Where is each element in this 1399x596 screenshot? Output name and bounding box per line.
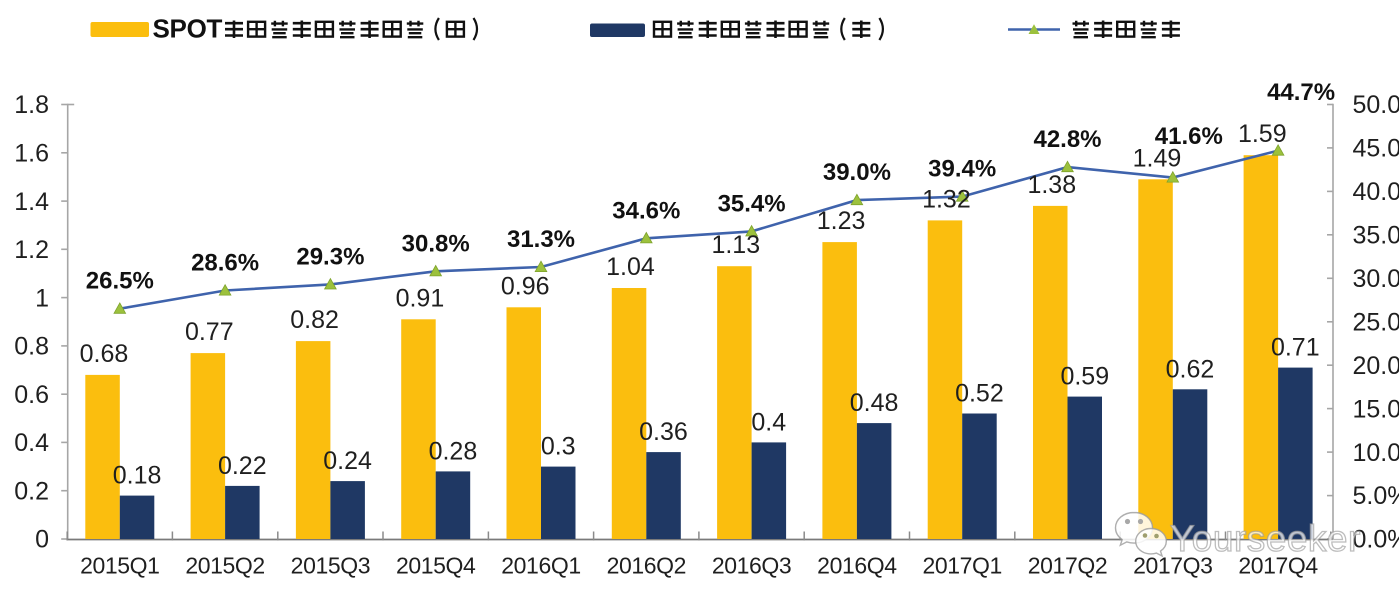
svg-text:2016Q1: 2016Q1 bbox=[501, 553, 580, 579]
svg-text:39.0%: 39.0% bbox=[823, 159, 891, 186]
svg-text:0.91: 0.91 bbox=[396, 284, 445, 312]
svg-text:45.0%: 45.0% bbox=[1353, 135, 1399, 163]
svg-text:2016Q4: 2016Q4 bbox=[817, 553, 897, 579]
svg-text:SPOT: SPOT bbox=[153, 14, 223, 44]
svg-text:0.48: 0.48 bbox=[850, 389, 899, 417]
svg-text:0.71: 0.71 bbox=[1271, 334, 1320, 362]
svg-text:0.59: 0.59 bbox=[1060, 363, 1109, 391]
svg-text:41.6%: 41.6% bbox=[1155, 123, 1223, 150]
svg-text:1.8: 1.8 bbox=[14, 91, 49, 119]
svg-text:31.3%: 31.3% bbox=[507, 226, 575, 253]
svg-text:1.49: 1.49 bbox=[1133, 144, 1182, 172]
svg-text:1.04: 1.04 bbox=[606, 253, 655, 281]
svg-text:0.6: 0.6 bbox=[14, 381, 49, 409]
svg-text:0.0%: 0.0% bbox=[1353, 526, 1399, 554]
svg-text:42.8%: 42.8% bbox=[1033, 126, 1101, 153]
svg-text:0.8: 0.8 bbox=[14, 333, 49, 361]
svg-text:35.0%: 35.0% bbox=[1353, 222, 1399, 250]
svg-text:2017Q3: 2017Q3 bbox=[1133, 553, 1212, 579]
svg-text:0.2: 0.2 bbox=[14, 477, 49, 505]
svg-text:2015Q1: 2015Q1 bbox=[80, 553, 159, 579]
svg-text:0.4: 0.4 bbox=[14, 429, 49, 457]
svg-text:30.0%: 30.0% bbox=[1353, 265, 1399, 293]
svg-text:0: 0 bbox=[35, 526, 49, 554]
svg-text:1.32: 1.32 bbox=[922, 185, 971, 213]
svg-text:2017Q4: 2017Q4 bbox=[1238, 553, 1318, 579]
svg-text:0.77: 0.77 bbox=[185, 318, 234, 346]
svg-text:26.5%: 26.5% bbox=[86, 268, 154, 295]
svg-text:1.59: 1.59 bbox=[1238, 120, 1287, 148]
svg-text:0.22: 0.22 bbox=[218, 452, 267, 480]
svg-text:2017Q1: 2017Q1 bbox=[922, 553, 1001, 579]
svg-text:1.13: 1.13 bbox=[711, 231, 760, 259]
svg-text:1.6: 1.6 bbox=[14, 140, 49, 168]
svg-text:0.52: 0.52 bbox=[955, 380, 1004, 408]
svg-text:0.68: 0.68 bbox=[80, 340, 129, 368]
svg-text:1: 1 bbox=[35, 284, 49, 312]
svg-text:25.0%: 25.0% bbox=[1353, 308, 1399, 336]
svg-text:2017Q2: 2017Q2 bbox=[1028, 553, 1107, 579]
svg-text:Yourseeker: Yourseeker bbox=[1170, 518, 1361, 559]
svg-text:34.6%: 34.6% bbox=[612, 197, 680, 224]
svg-text:1.23: 1.23 bbox=[817, 207, 866, 235]
svg-text:39.4%: 39.4% bbox=[928, 156, 996, 183]
svg-text:28.6%: 28.6% bbox=[191, 250, 259, 277]
svg-text:2015Q2: 2015Q2 bbox=[185, 553, 264, 579]
svg-text:2016Q3: 2016Q3 bbox=[712, 553, 791, 579]
svg-text:50.0%: 50.0% bbox=[1353, 91, 1399, 119]
svg-text:30.8%: 30.8% bbox=[402, 230, 470, 257]
svg-text:0.3: 0.3 bbox=[541, 433, 576, 461]
svg-text:1.38: 1.38 bbox=[1027, 171, 1076, 199]
svg-text:0.24: 0.24 bbox=[323, 447, 372, 475]
svg-text:0.36: 0.36 bbox=[639, 418, 688, 446]
svg-text:20.0%: 20.0% bbox=[1353, 352, 1399, 380]
svg-text:29.3%: 29.3% bbox=[296, 243, 364, 270]
svg-text:1.4: 1.4 bbox=[14, 188, 49, 216]
svg-text:10.0%: 10.0% bbox=[1353, 439, 1399, 467]
svg-text:2015Q3: 2015Q3 bbox=[291, 553, 370, 579]
svg-text:44.7%: 44.7% bbox=[1267, 79, 1335, 106]
svg-text:1.2: 1.2 bbox=[14, 236, 49, 264]
svg-text:40.0%: 40.0% bbox=[1353, 178, 1399, 206]
svg-text:0.82: 0.82 bbox=[290, 306, 339, 334]
svg-text:0.4: 0.4 bbox=[751, 408, 786, 436]
svg-text:2015Q4: 2015Q4 bbox=[396, 553, 476, 579]
svg-text:0.18: 0.18 bbox=[113, 462, 162, 490]
svg-text:5.0%: 5.0% bbox=[1353, 482, 1399, 510]
svg-text:15.0%: 15.0% bbox=[1353, 395, 1399, 423]
svg-text:2016Q2: 2016Q2 bbox=[607, 553, 686, 579]
svg-text:0.96: 0.96 bbox=[501, 272, 550, 300]
svg-text:0.62: 0.62 bbox=[1166, 355, 1215, 383]
svg-text:0.28: 0.28 bbox=[429, 437, 478, 465]
svg-text:35.4%: 35.4% bbox=[718, 190, 786, 217]
